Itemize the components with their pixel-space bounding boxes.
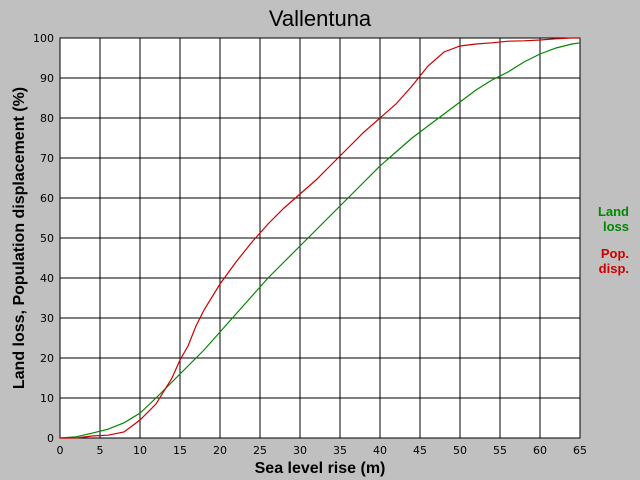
x-tick-label: 5 — [97, 444, 104, 457]
y-tick-label: 70 — [40, 152, 54, 165]
x-tick-label: 20 — [213, 444, 227, 457]
x-tick-label: 45 — [413, 444, 427, 457]
x-axis-label: Sea level rise (m) — [255, 460, 386, 477]
legend-entry: disp. — [599, 261, 629, 276]
x-tick-labels: 0 5 10 15 20 25 30 35 40 45 50 55 60 65 — [57, 444, 588, 457]
series-line-1 — [60, 37, 580, 439]
x-tick-label: 30 — [293, 444, 307, 457]
series-line-0 — [59, 42, 581, 439]
chart-title: Vallentuna — [269, 6, 372, 31]
y-tick-labels: 0 10 20 30 40 50 60 70 80 90 100 — [33, 32, 54, 445]
legend-entry: Land — [598, 204, 629, 219]
y-tick-label: 60 — [40, 192, 54, 205]
y-tick-label: 80 — [40, 112, 54, 125]
y-tick-label: 10 — [40, 392, 54, 405]
x-tick-label: 55 — [493, 444, 507, 457]
y-tick-label: 0 — [47, 432, 54, 445]
y-tick-label: 50 — [40, 232, 54, 245]
legend-entry: loss — [603, 219, 629, 234]
x-tick-label: 10 — [133, 444, 147, 457]
legend-entry: Pop. — [601, 246, 629, 261]
x-tick-label: 0 — [57, 444, 64, 457]
x-tick-label: 40 — [373, 444, 387, 457]
x-tick-label: 60 — [533, 444, 547, 457]
y-tick-label: 20 — [40, 352, 54, 365]
grid-lines — [59, 37, 581, 439]
y-tick-label: 100 — [33, 32, 54, 45]
x-tick-label: 25 — [253, 444, 267, 457]
x-tick-label: 65 — [573, 444, 587, 457]
y-tick-label: 30 — [40, 312, 54, 325]
y-tick-label: 40 — [40, 272, 54, 285]
x-tick-label: 35 — [333, 444, 347, 457]
y-tick-label: 90 — [40, 72, 54, 85]
x-tick-label: 15 — [173, 444, 187, 457]
x-tick-label: 50 — [453, 444, 467, 457]
series-lines — [59, 37, 581, 439]
y-axis-label: Land loss, Population displacement (%) — [11, 87, 28, 389]
